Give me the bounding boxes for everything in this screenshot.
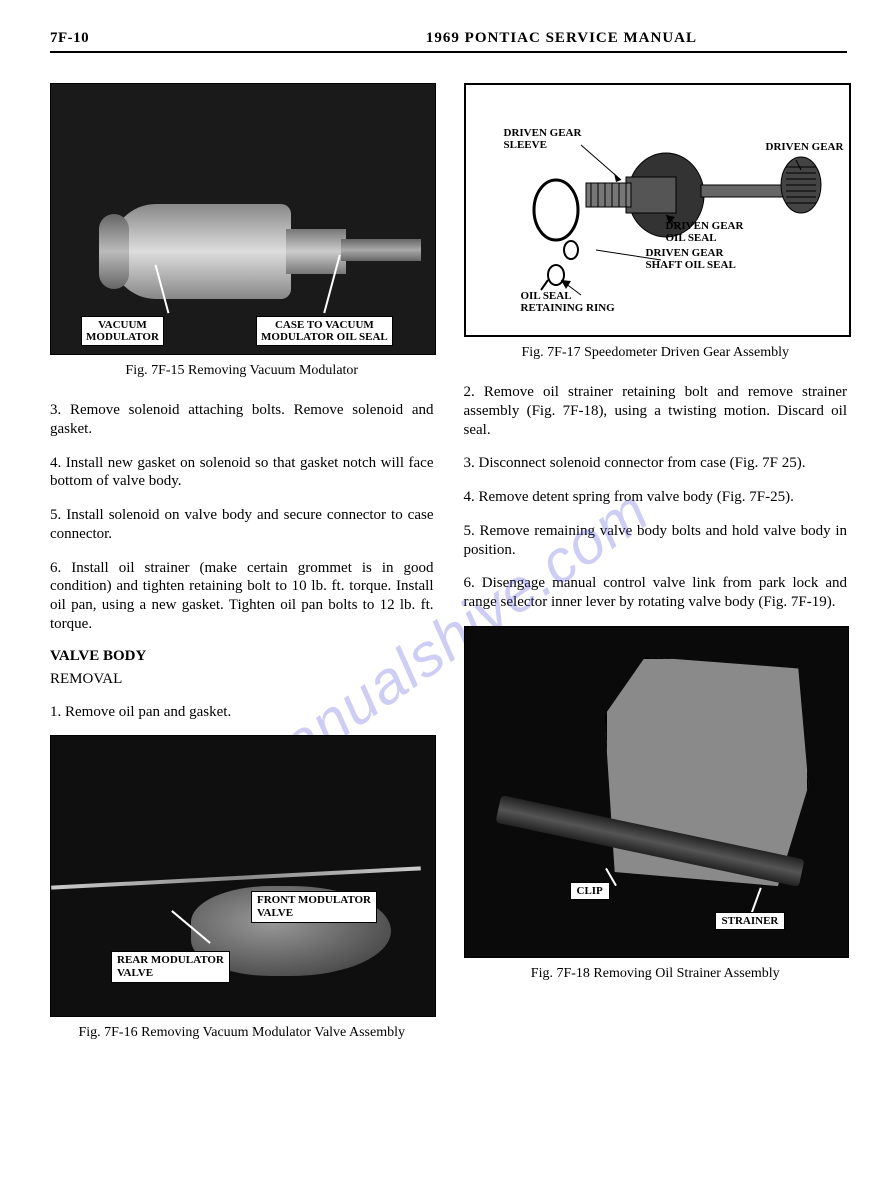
- label-shaft-seal: DRIVEN GEARSHAFT OIL SEAL: [646, 247, 736, 271]
- modulator-cap-shape: [99, 214, 129, 289]
- r-step-3: 3. Disconnect solenoid connector from ca…: [464, 454, 848, 473]
- r-step-2: 2. Remove oil strainer retaining bolt an…: [464, 383, 848, 439]
- fig16-image: FRONT MODULATORVALVE REAR MODULATORVALVE: [50, 735, 436, 1017]
- fig18-image: CLIP STRAINER: [464, 626, 850, 958]
- fig17-caption: Fig. 7F-17 Speedometer Driven Gear Assem…: [464, 345, 848, 361]
- fig17-image: DRIVEN GEARSLEEVE DRIVEN GEAR DRIVEN GEA…: [464, 83, 852, 337]
- label-sleeve: DRIVEN GEARSLEEVE: [504, 127, 582, 151]
- modulator-stem-shape: [341, 239, 421, 261]
- label-retaining-ring: OIL SEALRETAINING RING: [521, 290, 615, 314]
- page: 7F-10 1969 PONTIAC SERVICE MANUAL manual…: [0, 0, 887, 1188]
- left-column: VACUUMMODULATOR CASE TO VACUUMMODULATOR …: [50, 83, 434, 1063]
- manual-title: 1969 PONTIAC SERVICE MANUAL: [426, 30, 697, 47]
- figure-7f-15: VACUUMMODULATOR CASE TO VACUUMMODULATOR …: [50, 83, 434, 379]
- figure-7f-16: FRONT MODULATORVALVE REAR MODULATORVALVE…: [50, 735, 434, 1041]
- fig18-caption: Fig. 7F-18 Removing Oil Strainer Assembl…: [464, 966, 848, 982]
- label-vacuum-modulator: VACUUMMODULATOR: [81, 316, 164, 346]
- label-oil-seal: DRIVEN GEAROIL SEAL: [666, 220, 744, 244]
- step-5: 5. Install solenoid on valve body and se…: [50, 506, 434, 544]
- label-strainer: STRAINER: [715, 912, 786, 930]
- step-1b: 1. Remove oil pan and gasket.: [50, 703, 434, 722]
- page-header: 7F-10 1969 PONTIAC SERVICE MANUAL: [50, 30, 847, 53]
- step-3: 3. Remove solenoid attaching bolts. Remo…: [50, 401, 434, 439]
- label-front-modulator: FRONT MODULATORVALVE: [251, 891, 377, 922]
- step-4: 4. Install new gasket on solenoid so tha…: [50, 454, 434, 492]
- r-step-4: 4. Remove detent spring from valve body …: [464, 488, 848, 507]
- figure-7f-17: DRIVEN GEARSLEEVE DRIVEN GEAR DRIVEN GEA…: [464, 83, 848, 361]
- label-clip: CLIP: [570, 882, 610, 900]
- label-case-seal: CASE TO VACUUMMODULATOR OIL SEAL: [256, 316, 393, 346]
- right-column: DRIVEN GEARSLEEVE DRIVEN GEAR DRIVEN GEA…: [464, 83, 848, 1063]
- step-6: 6. Install oil strainer (make certain gr…: [50, 559, 434, 634]
- rod-shape: [51, 867, 421, 890]
- fig16-caption: Fig. 7F-16 Removing Vacuum Modulator Val…: [50, 1025, 434, 1041]
- label-rear-modulator: REAR MODULATORVALVE: [111, 951, 230, 982]
- label-driven-gear: DRIVEN GEAR: [766, 141, 844, 153]
- content-columns: VACUUMMODULATOR CASE TO VACUUMMODULATOR …: [50, 83, 847, 1063]
- subsection-removal: REMOVAL: [50, 671, 434, 688]
- section-valve-body: VALVE BODY: [50, 648, 434, 665]
- fig15-caption: Fig. 7F-15 Removing Vacuum Modulator: [50, 363, 434, 379]
- page-number: 7F-10: [50, 30, 89, 47]
- leader-line: [750, 887, 761, 914]
- figure-7f-18: CLIP STRAINER Fig. 7F-18 Removing Oil St…: [464, 626, 848, 982]
- r-step-5: 5. Remove remaining valve body bolts and…: [464, 522, 848, 560]
- r-step-6: 6. Disengage manual control valve link f…: [464, 574, 848, 612]
- modulator-body-shape: [111, 204, 291, 299]
- fig15-image: VACUUMMODULATOR CASE TO VACUUMMODULATOR …: [50, 83, 436, 355]
